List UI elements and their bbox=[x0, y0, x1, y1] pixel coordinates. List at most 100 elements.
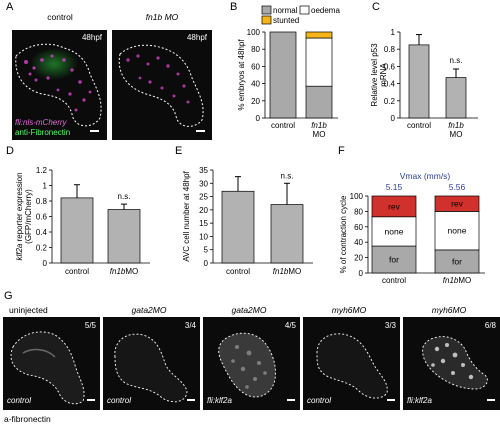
x-tick-label: control bbox=[226, 267, 250, 276]
y-tick-label: 0.4 bbox=[384, 80, 396, 89]
x-tick-label: fn1bMO bbox=[110, 267, 138, 276]
micrograph-g2: 3/4 control bbox=[103, 317, 200, 410]
x-tick-label: fn1b bbox=[448, 121, 464, 130]
bar-segment-rev bbox=[371, 195, 417, 218]
panel-label-c: C bbox=[372, 1, 380, 13]
x-tick-label-suffix: MO bbox=[125, 267, 138, 276]
micrograph-g5: 6/8 fli:klf2a bbox=[403, 317, 500, 410]
bar bbox=[408, 44, 430, 119]
segment-label-none: none bbox=[385, 226, 404, 236]
x-tick-label: fn1b bbox=[311, 121, 327, 130]
y-tick-label: 0.4 bbox=[36, 228, 48, 237]
x-tick-label-italic: fn1b bbox=[110, 267, 126, 276]
micrograph-a1-drawing bbox=[15, 43, 102, 132]
bar-segment-normal bbox=[269, 31, 297, 119]
micrograph-g5-drawing bbox=[422, 336, 495, 401]
micrograph-a2-drawing bbox=[118, 44, 205, 132]
g-footer-label: a-fibronectin bbox=[4, 414, 51, 424]
y-tick-label: 0.8 bbox=[384, 45, 396, 54]
micrograph-control-fibronectin: 48hpf fli:nls-mCherry anti-Fibronectin bbox=[12, 30, 107, 140]
annotation-ns: n.s. bbox=[118, 192, 131, 201]
y-tick-label: 100 bbox=[247, 28, 261, 37]
y-tick-label: 0 bbox=[256, 114, 261, 123]
y-tick-label: 20 bbox=[199, 206, 208, 215]
panel-label-a: A bbox=[6, 1, 14, 13]
g-count-4: 3/3 bbox=[384, 321, 396, 330]
vmax-value: 5.56 bbox=[449, 182, 466, 192]
x-tick-label-suffix: MO bbox=[450, 130, 463, 139]
y-tick-label: 0.2 bbox=[384, 97, 396, 106]
legend-mcherry: fli:nls-mCherry bbox=[15, 118, 67, 127]
annotation-ns: n.s. bbox=[281, 171, 294, 180]
y-axis-label: klf2a reporter expression bbox=[15, 172, 24, 260]
segment-label-rev: rev bbox=[388, 201, 401, 211]
bar-segment-rev bbox=[434, 195, 480, 212]
y-tick-label: 0 bbox=[43, 259, 48, 268]
vmax-value: 5.15 bbox=[386, 182, 403, 192]
segment-label-for: for bbox=[452, 256, 462, 266]
g-title-3: gata2MO bbox=[231, 305, 267, 315]
panel-label-b: B bbox=[230, 1, 238, 13]
y-tick-label: 0.6 bbox=[384, 62, 396, 71]
x-tick-label: control bbox=[407, 121, 431, 130]
bar-segment-none bbox=[434, 211, 480, 251]
y-tick-label: 0.8 bbox=[36, 197, 48, 206]
panel-label-f: F bbox=[338, 145, 345, 157]
y-tick-label: 60 bbox=[251, 62, 260, 71]
g-condition-4: control bbox=[307, 396, 332, 405]
y-tick-label: 60 bbox=[354, 223, 363, 232]
g-title-1: uninjected bbox=[9, 305, 48, 315]
bar-segment-normal bbox=[305, 85, 333, 119]
x-tick-label-suffix: MO bbox=[313, 130, 326, 139]
segment-label-rev: rev bbox=[451, 199, 464, 209]
g-count-3: 4/5 bbox=[284, 321, 296, 330]
micrograph-g4: 3/3 control bbox=[303, 317, 400, 410]
legend-label-normal: normal bbox=[273, 6, 298, 15]
y-tick-label: 0 bbox=[391, 114, 396, 123]
timestamp-control: 48hpf bbox=[81, 33, 102, 42]
x-tick-label-italic: fn1b bbox=[443, 276, 459, 285]
g-condition-5: fli:klf2a bbox=[407, 396, 432, 405]
x-tick-label-suffix: MO bbox=[288, 267, 301, 276]
annotation-ns: n.s. bbox=[450, 56, 463, 65]
x-tick-label: control bbox=[382, 276, 406, 285]
micrograph-g2-drawing bbox=[114, 333, 195, 403]
bar bbox=[221, 190, 255, 264]
g-title-4: myh6MO bbox=[331, 305, 367, 315]
panel-a-title-fn1b: fn1b MO bbox=[145, 12, 179, 22]
y-tick-label: 1 bbox=[391, 28, 396, 37]
vmax-header: Vmax (mm/s) bbox=[400, 171, 451, 181]
y-tick-label: 1.2 bbox=[36, 166, 48, 175]
micrograph-fn1b-fibronectin: 48hpf bbox=[112, 30, 212, 140]
micrograph-g4-drawing bbox=[316, 333, 395, 401]
g-title-2: gata2MO bbox=[131, 305, 167, 315]
micrograph-g1-drawing bbox=[10, 331, 95, 405]
y-tick-label: 0 bbox=[204, 259, 209, 268]
y-tick-label: 30 bbox=[199, 179, 208, 188]
y-tick-label: 40 bbox=[251, 80, 260, 89]
y-tick-label: 20 bbox=[354, 254, 363, 263]
segment-label-for: for bbox=[389, 255, 399, 265]
x-tick-label: control bbox=[65, 267, 89, 276]
x-tick-label: control bbox=[271, 121, 295, 130]
bar bbox=[445, 77, 467, 119]
x-tick-label: fn1bMO bbox=[273, 267, 301, 276]
g-count-1: 5/5 bbox=[84, 321, 96, 330]
y-tick-label: 35 bbox=[199, 166, 208, 175]
y-axis-label: % embryos at 48hpf bbox=[237, 39, 246, 111]
legend-swatch-oedema bbox=[299, 5, 310, 15]
y-tick-label: 10 bbox=[199, 232, 208, 241]
segment-label-none: none bbox=[448, 226, 467, 236]
g-condition-2: control bbox=[107, 396, 132, 405]
y-tick-label: 100 bbox=[350, 192, 364, 201]
g-condition-3: fli:klf2a bbox=[207, 396, 232, 405]
panel-a-title-control: control bbox=[47, 12, 73, 22]
legend-label-stunted: stunted bbox=[273, 16, 299, 25]
x-tick-label: fn1bMO bbox=[443, 276, 471, 285]
y-axis-label: Relative level p53 bbox=[370, 43, 379, 107]
g-condition-1: control bbox=[7, 396, 32, 405]
y-tick-label: 80 bbox=[354, 207, 363, 216]
g-title-5: myh6MO bbox=[431, 305, 467, 315]
y-tick-label: 1 bbox=[43, 182, 48, 191]
panel-label-d: D bbox=[6, 145, 14, 157]
